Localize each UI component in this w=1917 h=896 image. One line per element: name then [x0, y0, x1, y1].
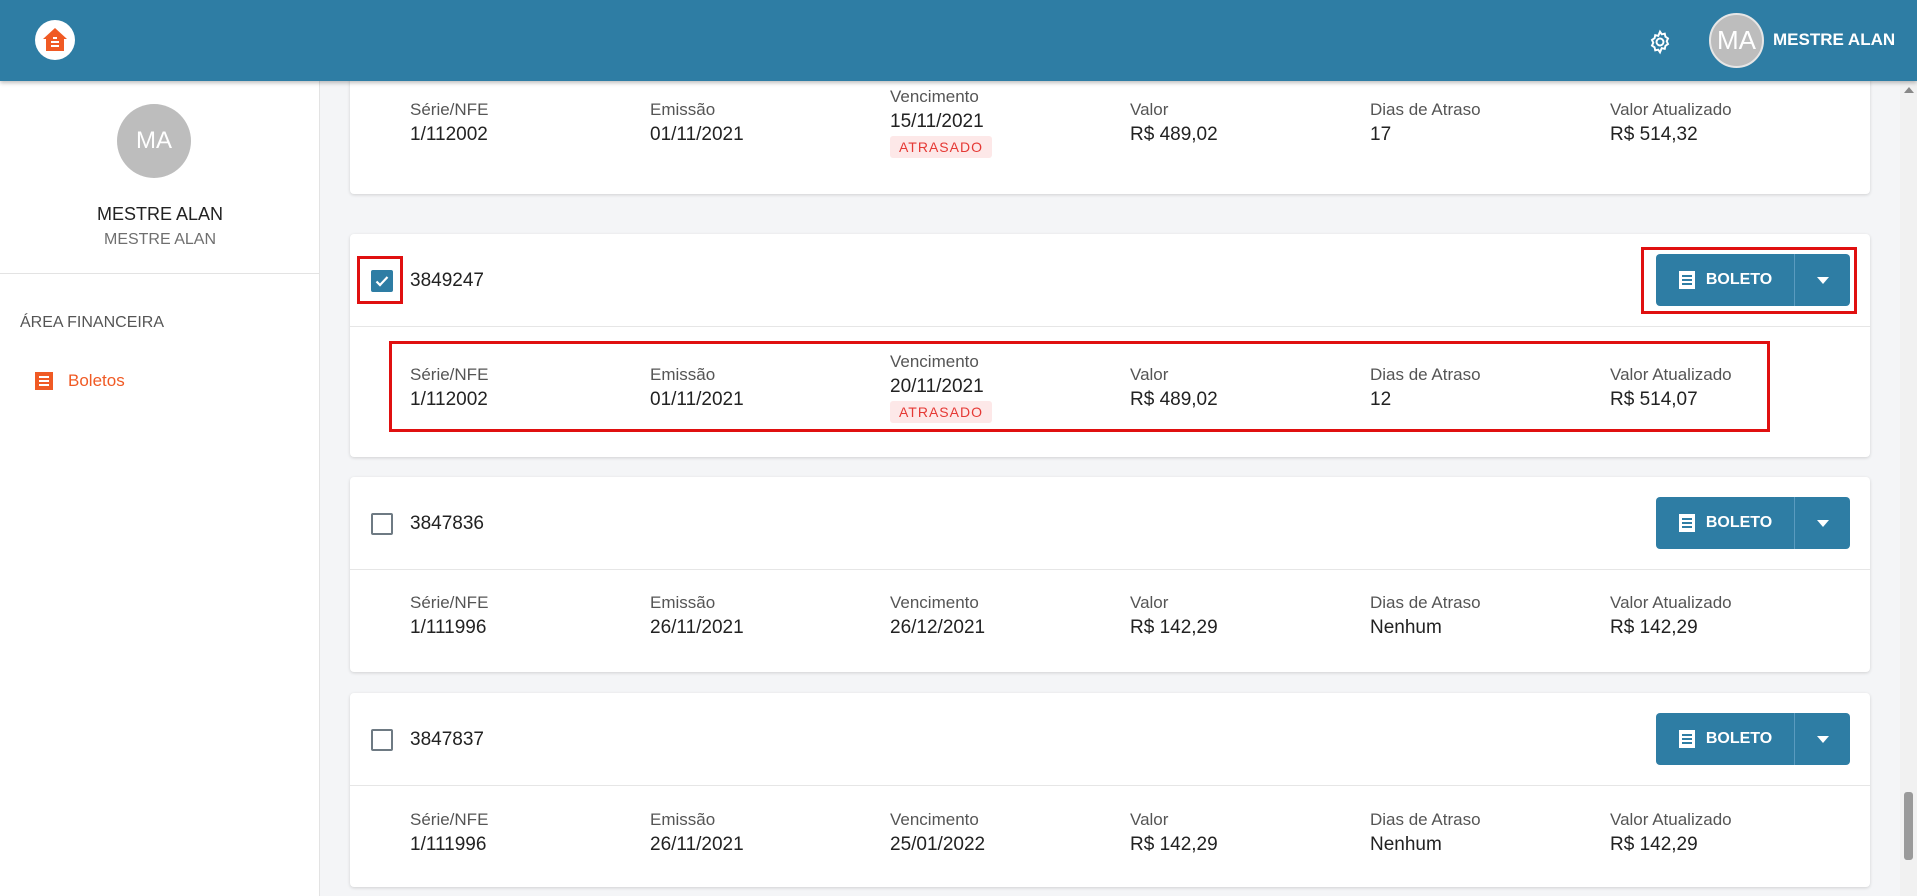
label-emissao: Emissão: [650, 100, 716, 119]
value-vencimento: 26/12/2021: [890, 617, 986, 638]
label-serie: Série/NFE: [410, 810, 489, 829]
label-dias: Dias de Atraso: [1370, 365, 1481, 384]
label-vencimento: Vencimento: [890, 593, 979, 612]
label-valor: Valor: [1130, 100, 1169, 119]
scrollbar-thumb[interactable]: [1904, 792, 1913, 860]
value-valor: R$ 489,02: [1130, 124, 1218, 145]
label-dias: Dias de Atraso: [1370, 100, 1481, 119]
label-valor-atualizado: Valor Atualizado: [1610, 810, 1732, 829]
value-valor: R$ 489,02: [1130, 389, 1218, 410]
select-checkbox[interactable]: [371, 513, 393, 535]
caret-down-icon: [1816, 519, 1829, 527]
boleto-button-group: BOLETO: [1656, 254, 1850, 306]
receipt-icon: [1678, 271, 1695, 289]
boleto-button[interactable]: BOLETO: [1656, 497, 1794, 549]
card-header: 3847836 BOLETO: [350, 477, 1870, 570]
label-serie: Série/NFE: [410, 365, 489, 384]
caret-down-icon: [1816, 735, 1829, 743]
label-serie: Série/NFE: [410, 593, 489, 612]
boleto-id: 3847836: [410, 513, 484, 534]
value-dias: 12: [1370, 389, 1392, 410]
settings-gear-icon[interactable]: [1645, 27, 1675, 57]
status-badge: ATRASADO: [890, 401, 992, 423]
receipt-icon: [1678, 730, 1695, 748]
boletos-list: Série/NFE 1/112002 Emissão 01/11/2021 Venc…: [320, 81, 1900, 896]
boleto-card: Série/NFE 1/112002 Emissão 01/11/2021 Venc…: [350, 81, 1870, 194]
boleto-dropdown-button[interactable]: [1794, 713, 1850, 765]
label-valor: Valor: [1130, 810, 1169, 829]
sidebar-user-name: MESTRE ALAN: [96, 204, 224, 224]
value-emissao: 01/11/2021: [650, 124, 744, 145]
top-app-bar: MA MESTRE ALAN: [0, 0, 1917, 81]
sidebar-user-subname: MESTRE ALAN: [103, 231, 217, 248]
label-valor: Valor: [1130, 365, 1169, 384]
label-dias: Dias de Atraso: [1370, 810, 1481, 829]
value-vencimento: 25/01/2022: [890, 834, 986, 855]
label-valor-atualizado: Valor Atualizado: [1610, 100, 1732, 119]
value-vencimento: 15/11/2021: [890, 111, 984, 132]
sidebar-avatar: MA: [117, 104, 191, 178]
card-header: 3847837 BOLETO: [350, 693, 1870, 786]
boleto-button-label: BOLETO: [1705, 514, 1773, 531]
vertical-scrollbar[interactable]: [1900, 81, 1917, 896]
caret-down-icon: [1816, 276, 1829, 284]
value-vencimento: 20/11/2021: [890, 376, 984, 397]
boleto-dropdown-button[interactable]: [1794, 254, 1850, 306]
value-valor-atualizado: R$ 514,32: [1610, 124, 1698, 145]
value-valor-atualizado: R$ 142,29: [1610, 617, 1698, 638]
scroll-up-arrow-icon[interactable]: [1904, 87, 1914, 93]
document-list-icon: [32, 369, 56, 393]
boleto-card: 3847836 BOLETO Série/NFE 1/111996 Emissão…: [350, 477, 1870, 672]
value-emissao: 26/11/2021: [650, 834, 744, 855]
select-checkbox[interactable]: [371, 270, 393, 292]
value-dias: Nenhum: [1370, 834, 1442, 855]
user-avatar[interactable]: MA: [1709, 13, 1764, 68]
value-emissao: 01/11/2021: [650, 389, 744, 410]
boleto-dropdown-button[interactable]: [1794, 497, 1850, 549]
sidebar-item-label: Boletos: [68, 371, 125, 390]
boleto-id: 3847837: [410, 729, 484, 750]
status-badge: ATRASADO: [890, 136, 992, 158]
label-vencimento: Vencimento: [890, 87, 979, 106]
home-logo-icon[interactable]: [35, 20, 75, 60]
receipt-icon: [1678, 514, 1695, 532]
value-serie: 1/112002: [410, 389, 488, 410]
user-name[interactable]: MESTRE ALAN: [1773, 30, 1896, 49]
label-serie: Série/NFE: [410, 100, 489, 119]
label-emissao: Emissão: [650, 365, 716, 384]
value-dias: Nenhum: [1370, 617, 1442, 638]
label-vencimento: Vencimento: [890, 810, 979, 829]
value-valor: R$ 142,29: [1130, 617, 1218, 638]
label-valor-atualizado: Valor Atualizado: [1610, 365, 1732, 384]
boleto-button-group: BOLETO: [1656, 497, 1850, 549]
boleto-id: 3849247: [410, 270, 484, 291]
boleto-button-group: BOLETO: [1656, 713, 1850, 765]
value-valor: R$ 142,29: [1130, 834, 1218, 855]
value-serie: 1/111996: [410, 834, 487, 855]
boleto-card: 3849247 BOLETO Série/NFE 1/112002 Emissão…: [350, 234, 1870, 457]
sidebar: MA MESTRE ALAN MESTRE ALAN ÁREA FINANCEI…: [0, 81, 320, 896]
value-dias: 17: [1370, 124, 1392, 145]
boleto-button[interactable]: BOLETO: [1656, 713, 1794, 765]
sidebar-item-boletos[interactable]: Boletos: [32, 369, 125, 393]
value-valor-atualizado: R$ 514,07: [1610, 389, 1698, 410]
label-valor: Valor: [1130, 593, 1169, 612]
boleto-button-label: BOLETO: [1705, 730, 1773, 747]
boleto-card: 3847837 BOLETO Série/NFE 1/111996 Emissão…: [350, 693, 1870, 887]
label-valor-atualizado: Valor Atualizado: [1610, 593, 1732, 612]
sidebar-section-title: ÁREA FINANCEIRA: [20, 314, 165, 331]
label-emissao: Emissão: [650, 593, 716, 612]
boleto-button-label: BOLETO: [1705, 271, 1773, 288]
label-vencimento: Vencimento: [890, 352, 979, 371]
value-serie: 1/111996: [410, 617, 487, 638]
label-emissao: Emissão: [650, 810, 716, 829]
label-dias: Dias de Atraso: [1370, 593, 1481, 612]
value-emissao: 26/11/2021: [650, 617, 744, 638]
select-checkbox[interactable]: [371, 729, 393, 751]
boleto-button[interactable]: BOLETO: [1656, 254, 1794, 306]
sidebar-divider: [0, 273, 319, 274]
card-header: 3849247 BOLETO: [350, 234, 1870, 327]
value-valor-atualizado: R$ 142,29: [1610, 834, 1698, 855]
value-serie: 1/112002: [410, 124, 488, 145]
